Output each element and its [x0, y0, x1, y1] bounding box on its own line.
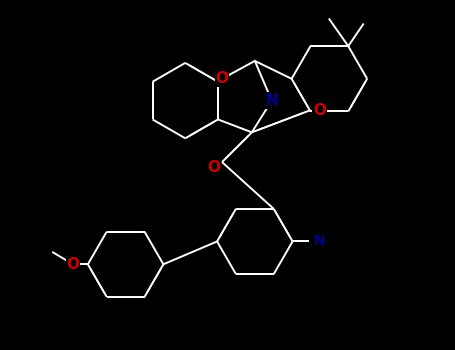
Text: N: N — [313, 234, 325, 248]
Text: O: O — [207, 160, 221, 175]
Text: O: O — [313, 103, 326, 118]
Text: N: N — [265, 93, 278, 108]
Text: O: O — [216, 71, 228, 86]
Text: O: O — [66, 257, 80, 272]
